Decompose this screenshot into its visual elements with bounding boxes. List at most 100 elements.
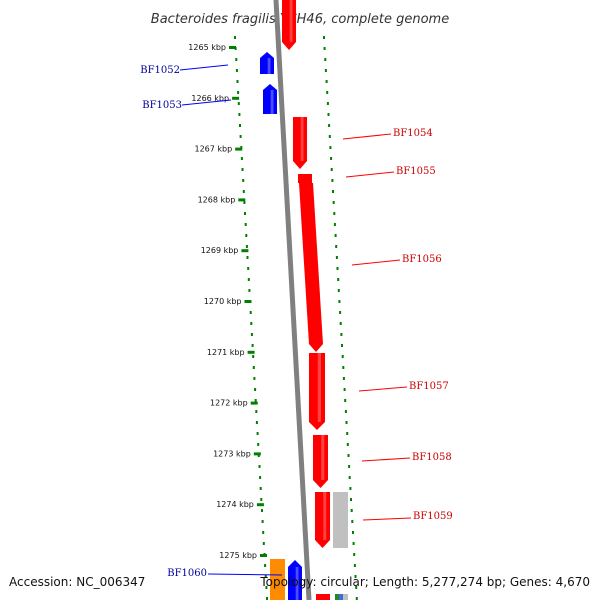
dot-left [240, 157, 243, 160]
dot-right [336, 267, 339, 270]
dot-left [243, 201, 246, 204]
gene-id-text: BF1058 [412, 452, 452, 463]
dot-right [333, 212, 336, 215]
gene-label-BF1058: BF1058 [361, 452, 452, 463]
leader-line [361, 457, 411, 462]
dot-left [264, 564, 267, 567]
accession-text: Accession: NC_006347 [9, 575, 145, 589]
dot-right [347, 454, 350, 457]
gene-arrow-BF1057 [309, 353, 325, 430]
dot-right [337, 289, 340, 292]
dot-right [324, 58, 327, 61]
dot-left [247, 278, 250, 281]
tick-label: 1273 kbp [213, 449, 251, 458]
dot-right [343, 388, 346, 391]
gene-label-BF1056: BF1056 [351, 254, 442, 266]
dot-right [327, 113, 330, 116]
dot-left [248, 289, 251, 292]
dot-left [261, 509, 263, 512]
dot-right [330, 157, 333, 160]
gene-id-text: BF1057 [409, 381, 449, 392]
gene-id-text: BF1055 [396, 166, 436, 177]
gene-label-BF1059: BF1059 [362, 511, 453, 522]
gene-arrow-BF1052 [260, 52, 274, 74]
gene-arrow-BF1055 [298, 174, 312, 183]
dot-right [341, 355, 344, 358]
dot-right [333, 223, 336, 226]
dot-right [354, 575, 357, 578]
tick-label: 1265 kbp [188, 43, 226, 52]
dot-left [262, 542, 265, 545]
dot-left [234, 36, 236, 39]
gene-id-text: BF1052 [140, 65, 180, 76]
dot-right [326, 91, 329, 94]
gene-label-BF1057: BF1057 [358, 381, 449, 392]
dot-left [255, 410, 258, 413]
dot-right [351, 520, 354, 523]
gene-arrow-partial [282, 0, 296, 50]
dot-left [257, 454, 260, 457]
tick-mark [247, 350, 255, 354]
gene-features [260, 0, 348, 600]
tick-mark [235, 147, 243, 151]
gene-arrow-BF1054 [293, 117, 307, 169]
dot-right [346, 443, 349, 446]
dot-left [245, 245, 248, 248]
dot-right [339, 322, 342, 325]
tick-mark [250, 401, 258, 405]
dot-left [252, 355, 255, 358]
dot-right [352, 531, 354, 534]
gene-label-BF1055: BF1055 [345, 166, 436, 178]
dot-left [265, 586, 268, 589]
dot-right [326, 102, 329, 105]
dot-left [259, 476, 262, 479]
dot-left [255, 421, 258, 424]
dot-left [246, 256, 249, 259]
gene-id-text: BF1059 [413, 511, 453, 522]
gene-arrow-BF1060 [288, 560, 302, 600]
dot-left [247, 267, 250, 270]
feature-blue-small [339, 594, 343, 600]
dot-left [244, 223, 247, 226]
dot-left [242, 179, 245, 182]
dot-right [345, 421, 348, 424]
dot-right [337, 278, 340, 281]
leader-line [181, 99, 232, 106]
dot-right [331, 179, 334, 182]
dot-right [332, 201, 335, 204]
dot-left [261, 520, 264, 523]
dot-right [353, 553, 356, 556]
dot-right [324, 69, 327, 72]
dot-right [330, 168, 333, 171]
gene-label-BF1060: BF1060 [167, 568, 283, 579]
dot-left [244, 212, 246, 215]
dot-right [338, 300, 341, 303]
dot-left [236, 80, 239, 83]
tick-marks-left [234, 36, 268, 600]
dot-left [250, 322, 253, 325]
dot-right [335, 256, 338, 259]
dot-left [252, 366, 255, 369]
dot-right [335, 245, 338, 248]
dot-right [350, 498, 352, 501]
leader-line [207, 573, 283, 576]
dot-left [259, 487, 262, 490]
gene-arrow-BF1059 [315, 492, 330, 548]
gene-arrow-BF1053 [263, 84, 277, 114]
leader-line [362, 517, 412, 521]
dot-left [260, 498, 263, 501]
gene-label-BF1052: BF1052 [140, 64, 229, 76]
dot-right [325, 80, 328, 83]
tick-mark [256, 503, 264, 507]
gene-id-text: BF1060 [167, 568, 207, 579]
dot-left [250, 333, 253, 336]
dot-left [240, 146, 243, 149]
dot-left [251, 344, 254, 347]
map-title: Bacteroides fragilis YCH46, complete gen… [151, 12, 449, 27]
dot-left [266, 597, 268, 600]
leader-line [358, 386, 408, 392]
dot-left [241, 168, 244, 171]
dot-left [237, 102, 240, 105]
feature-orange [270, 559, 285, 600]
